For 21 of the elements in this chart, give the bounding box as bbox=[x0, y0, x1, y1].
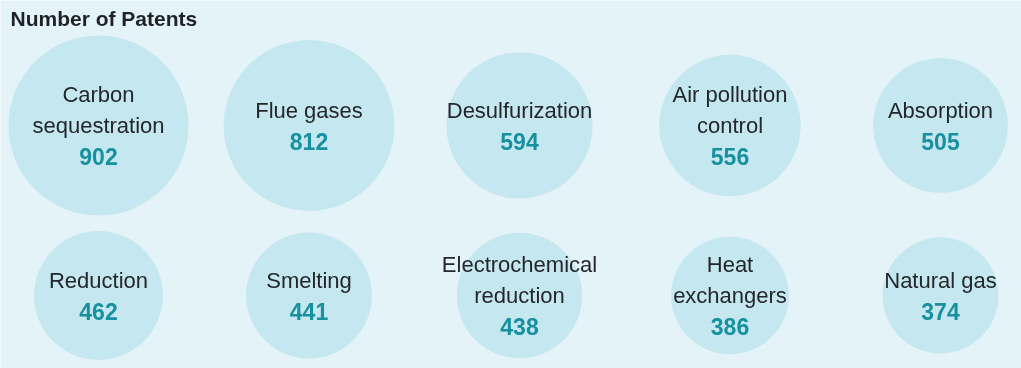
category-label: Smelting bbox=[266, 267, 352, 293]
category-label: Reduction bbox=[48, 267, 149, 293]
category-label: Absorption bbox=[887, 97, 994, 123]
category-label: Carbon sequestration bbox=[32, 82, 165, 138]
category-label: Flue gases bbox=[255, 97, 363, 123]
category-label: Natural gas bbox=[884, 267, 997, 293]
data-label: 556 bbox=[710, 144, 750, 170]
data-label: 374 bbox=[921, 298, 960, 325]
data-label: 386 bbox=[710, 314, 750, 340]
category-label: Air pollution control bbox=[672, 82, 788, 138]
data-label: 812 bbox=[289, 128, 329, 155]
category-label: Heat exchangers bbox=[673, 252, 787, 308]
data-label: 438 bbox=[500, 314, 539, 340]
data-label: 505 bbox=[921, 128, 960, 155]
data-label: 441 bbox=[289, 298, 329, 325]
category-label: Electrochemical reduction bbox=[441, 252, 598, 308]
data-label: 902 bbox=[79, 144, 118, 170]
data-label: 594 bbox=[500, 128, 539, 155]
data-label: 462 bbox=[79, 298, 118, 325]
category-label: Desulfurization bbox=[446, 97, 593, 123]
text: Number of Patents bbox=[10, 7, 198, 30]
